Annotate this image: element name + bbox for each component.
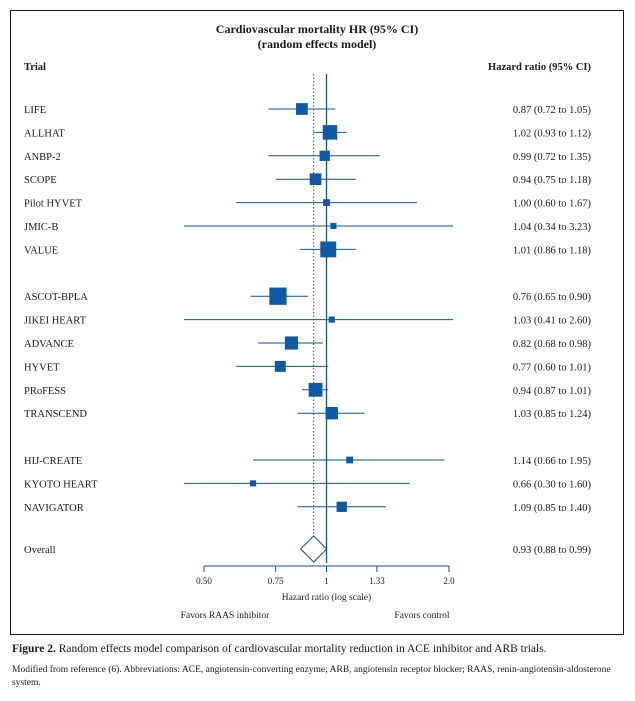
x-tick-label: 1.33: [369, 576, 385, 586]
trial-name: JIKEI HEART: [24, 316, 87, 327]
trial-hr-label: 1.04 (0.34 to 3.23): [513, 222, 592, 233]
trial-name: ASCOT-BPLA: [24, 292, 88, 303]
trial-hr-label: 0.94 (0.75 to 1.18): [513, 175, 592, 186]
trial-name: VALUE: [24, 245, 58, 256]
hr-marker: [328, 316, 335, 323]
chart-subtitle: (random effects model): [258, 37, 377, 51]
trial-name: PRoFESS: [24, 386, 66, 397]
trial-name: SCOPE: [24, 175, 57, 186]
x-tick-label: 1: [324, 576, 329, 586]
figure-caption-text: Random effects model comparison of cardi…: [55, 643, 547, 655]
figure-note: Modified from reference (6). Abbreviatio…: [12, 665, 611, 688]
trial-hr-label: 0.66 (0.30 to 1.60): [513, 479, 592, 490]
column-header-trial: Trial: [24, 62, 46, 73]
trial-hr-label: 0.76 (0.65 to 0.90): [513, 292, 592, 303]
hr-marker: [296, 103, 308, 115]
favors-right-label: Favors control: [394, 611, 450, 621]
overall-hr-label: 0.93 (0.88 to 0.99): [513, 545, 592, 556]
x-tick-label: 0.75: [268, 576, 284, 586]
trial-name: HYVET: [24, 362, 60, 373]
favors-left-label: Favors RAAS inhibitor: [181, 611, 271, 621]
hr-marker: [319, 150, 330, 161]
x-tick-label: 2.0: [443, 576, 455, 586]
x-axis-label: Hazard ratio (log scale): [282, 592, 371, 603]
trial-hr-label: 1.02 (0.93 to 1.12): [513, 128, 592, 139]
trial-name: JMIC-B: [24, 222, 58, 233]
hr-marker: [269, 287, 287, 305]
trial-name: HIJ-CREATE: [24, 456, 82, 467]
trial-hr-label: 1.09 (0.85 to 1.40): [513, 503, 592, 514]
hr-marker: [336, 501, 347, 512]
hr-marker: [274, 360, 286, 372]
trial-name: ANBP-2: [24, 152, 61, 163]
hr-marker: [320, 241, 337, 258]
chart-title: Cardiovascular mortality HR (95% CI): [216, 22, 418, 36]
trial-hr-label: 0.87 (0.72 to 1.05): [513, 105, 592, 116]
trial-hr-label: 1.03 (0.85 to 1.24): [513, 409, 592, 420]
trial-hr-label: 0.99 (0.72 to 1.35): [513, 152, 592, 163]
hr-marker: [323, 199, 330, 206]
hr-marker: [308, 382, 323, 397]
hr-marker: [330, 222, 337, 230]
overall-name: Overall: [24, 545, 56, 556]
trial-hr-label: 0.82 (0.68 to 0.98): [513, 339, 592, 350]
column-header-hr: Hazard ratio (95% CI): [488, 62, 591, 73]
trial-name: ALLHAT: [24, 128, 65, 139]
hr-marker: [284, 336, 298, 350]
figure-frame: Cardiovascular mortality HR (95% CI) (ran…: [10, 10, 624, 635]
hr-marker: [250, 480, 257, 487]
trial-name: ADVANCE: [24, 339, 74, 350]
x-tick-label: 0.50: [196, 576, 212, 586]
trial-hr-label: 0.94 (0.87 to 1.01): [513, 386, 592, 397]
trial-name: TRANSCEND: [24, 409, 87, 420]
overall-diamond: [299, 535, 328, 563]
trial-name: Pilot HYVET: [24, 199, 83, 210]
trial-hr-label: 1.14 (0.66 to 1.95): [513, 456, 592, 467]
figure-caption: Figure 2. Random effects model compariso…: [12, 642, 624, 657]
trial-name: NAVIGATOR: [24, 503, 84, 514]
hr-marker: [346, 456, 354, 464]
hr-marker: [322, 125, 338, 140]
trial-hr-label: 1.00 (0.60 to 1.67): [513, 199, 592, 210]
trial-name: LIFE: [24, 105, 46, 116]
hr-marker: [309, 173, 322, 186]
figure-label: Figure 2.: [12, 643, 56, 655]
hr-marker: [325, 407, 338, 420]
trial-hr-label: 1.01 (0.86 to 1.18): [513, 245, 592, 256]
forest-plot: Cardiovascular mortality HR (95% CI)(ran…: [24, 22, 592, 621]
trial-hr-label: 1.03 (0.41 to 2.60): [513, 316, 592, 327]
trial-name: KYOTO HEART: [24, 479, 98, 490]
trial-hr-label: 0.77 (0.60 to 1.01): [513, 362, 592, 373]
